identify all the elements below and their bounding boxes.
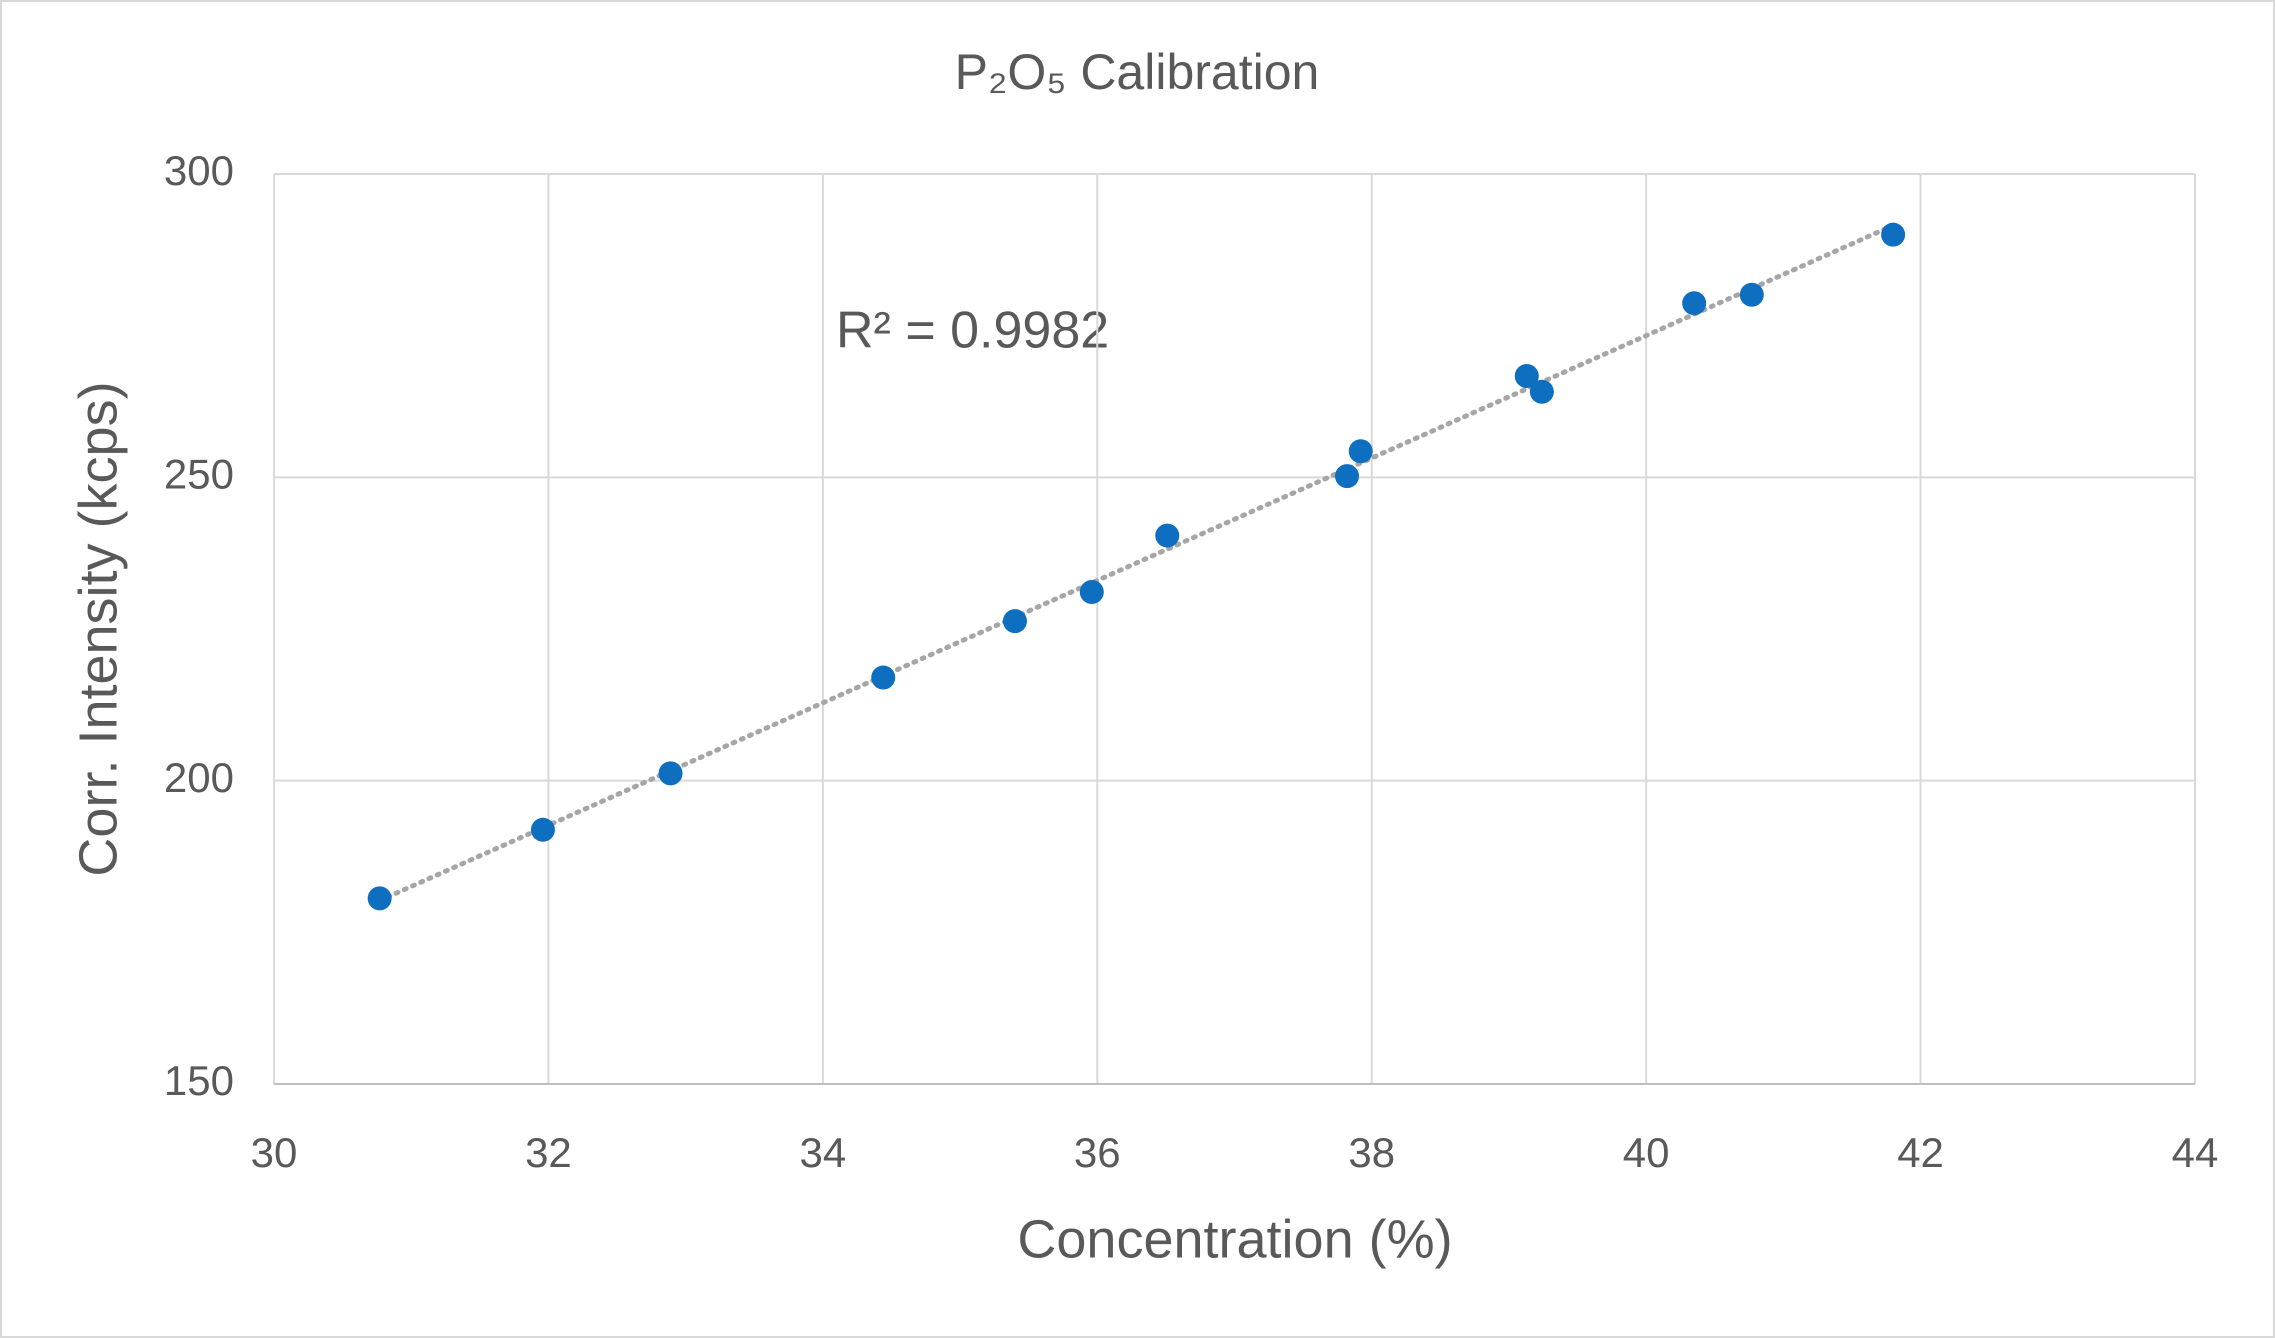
trendline	[377, 222, 1896, 904]
y-axis-title: Corr. Intensity (kcps)	[68, 381, 128, 876]
chart-title: P₂O₅ Calibration	[955, 44, 1320, 100]
annotation: R² = 0.9982	[836, 302, 1109, 360]
data-point	[1335, 464, 1360, 489]
data-point	[1514, 364, 1539, 389]
data-point	[1881, 222, 1906, 247]
x-tick-label: 40	[1623, 1129, 1670, 1176]
y-tick-label: 250	[164, 450, 234, 497]
x-tick-label: 38	[1348, 1129, 1395, 1176]
data-point	[1079, 579, 1104, 604]
x-tick-label: 34	[799, 1129, 846, 1176]
x-tick-label: 44	[2172, 1129, 2219, 1176]
data-point	[658, 761, 683, 786]
data-point	[530, 817, 555, 842]
x-tick-label: 32	[525, 1129, 572, 1176]
data-point	[871, 665, 896, 690]
x-tick-label: 42	[1897, 1129, 1944, 1176]
x-axis-title: Concentration (%)	[1017, 1209, 1452, 1269]
y-tick-label: 200	[164, 754, 234, 801]
data-point	[1002, 609, 1027, 634]
y-tick-label: 300	[164, 147, 234, 194]
data-point	[1529, 379, 1554, 404]
data-point	[1682, 291, 1707, 316]
data-point	[1155, 523, 1180, 548]
x-tick-label: 30	[251, 1129, 298, 1176]
data-point	[1348, 439, 1373, 464]
data-point	[367, 886, 392, 911]
x-tick-label: 36	[1074, 1129, 1121, 1176]
data-point	[1739, 282, 1764, 307]
y-tick-label: 150	[164, 1057, 234, 1104]
